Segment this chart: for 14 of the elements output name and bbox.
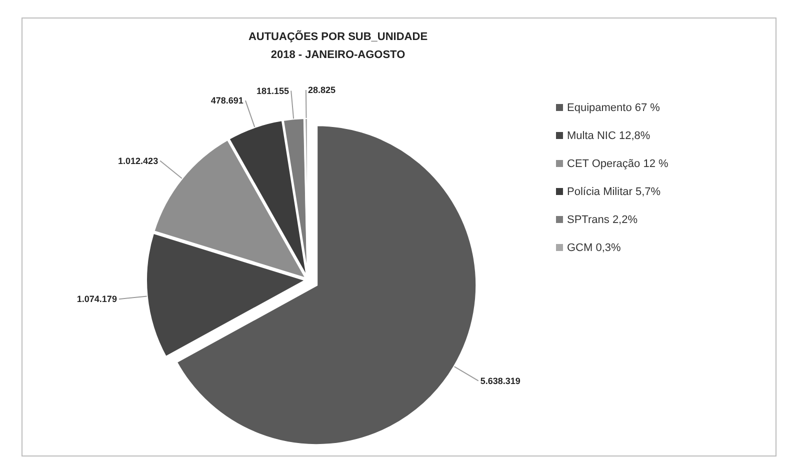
legend-label: GCM 0,3% — [567, 242, 622, 254]
data-label: 478.691 — [210, 96, 244, 106]
data-label: 28.825 — [308, 85, 336, 96]
data-label: 1.074.179 — [76, 294, 117, 304]
legend-label: Equipamento 67 % — [567, 102, 660, 114]
data-label: 5.638.319 — [480, 376, 520, 386]
legend-label: Polícia Militar 5,7% — [567, 186, 661, 198]
legend-label: SPTrans 2,2% — [567, 214, 638, 226]
chart-subtitle: 2018 - JANEIRO-AGOSTO — [270, 49, 406, 61]
legend-label: Multa NIC 12,8% — [567, 130, 650, 142]
legend-label: CET Operação 12 % — [567, 158, 669, 170]
data-label: 1.012.423 — [118, 156, 158, 166]
data-label: 181.155 — [256, 86, 290, 96]
chart-title: AUTUAÇÕES POR SUB_UNIDADE — [248, 30, 428, 43]
